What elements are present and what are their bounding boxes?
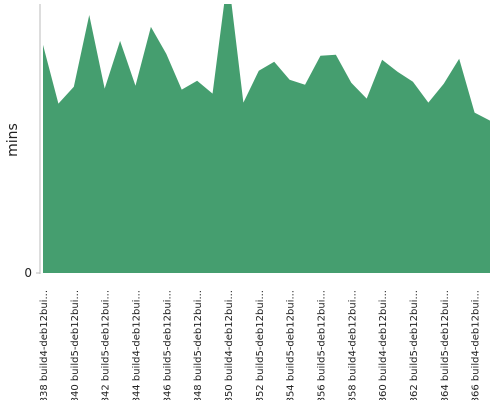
x-tick-label: #862 build5-deb12bui...: [409, 290, 420, 400]
x-tick-label: #838 build4-deb12bui...: [39, 290, 50, 400]
x-tick-label: #860 build4-deb12bui...: [378, 290, 389, 400]
x-tick-label: #846 build5-deb12bui...: [162, 290, 173, 400]
x-tick-label: #850 build4-deb12bui...: [224, 290, 235, 400]
y-tick-label: 0: [24, 266, 32, 280]
x-tick-label: #844 build4-deb12bui...: [131, 290, 142, 400]
y-axis-label: mins: [5, 123, 21, 157]
x-tick-label: #866 build4-deb12bui...: [471, 290, 482, 400]
area: [43, 4, 490, 273]
x-tick-label: #852 build5-deb12bui...: [255, 290, 266, 400]
x-tick-label: #840 build5-deb12bui...: [70, 290, 81, 400]
x-tick-label: #848 build5-deb12bui...: [193, 290, 204, 400]
x-tick-label: #856 build5-deb12bui...: [316, 290, 327, 400]
x-tick-label: #858 build4-deb12bui...: [347, 290, 358, 400]
x-tick-label: #864 build5-deb12bui...: [440, 290, 451, 400]
x-tick-label: #842 build5-deb12bui...: [101, 290, 112, 400]
x-tick-label: #854 build5-deb12bui...: [286, 290, 297, 400]
